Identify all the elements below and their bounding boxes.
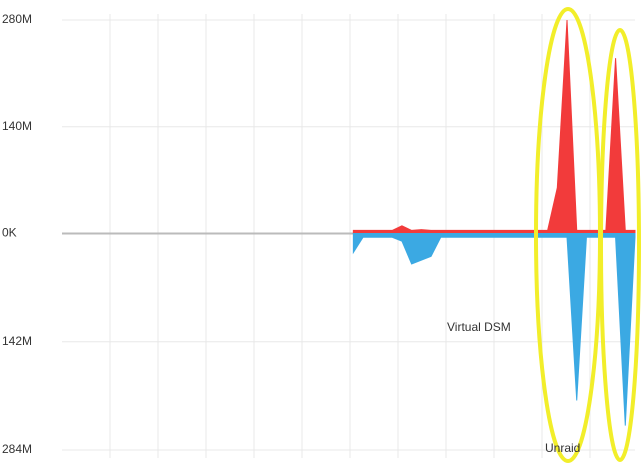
- y-tick-label: 284M: [2, 442, 32, 456]
- annotation: Virtual DSM: [447, 320, 511, 334]
- y-tick-label: 280M: [2, 12, 32, 26]
- annotation: Unraid: [545, 441, 580, 455]
- y-tick-label: 0K: [2, 226, 17, 240]
- highlight-ellipse: [599, 28, 641, 462]
- y-tick-label: 142M: [2, 334, 32, 348]
- y-tick-label: 140M: [2, 119, 32, 133]
